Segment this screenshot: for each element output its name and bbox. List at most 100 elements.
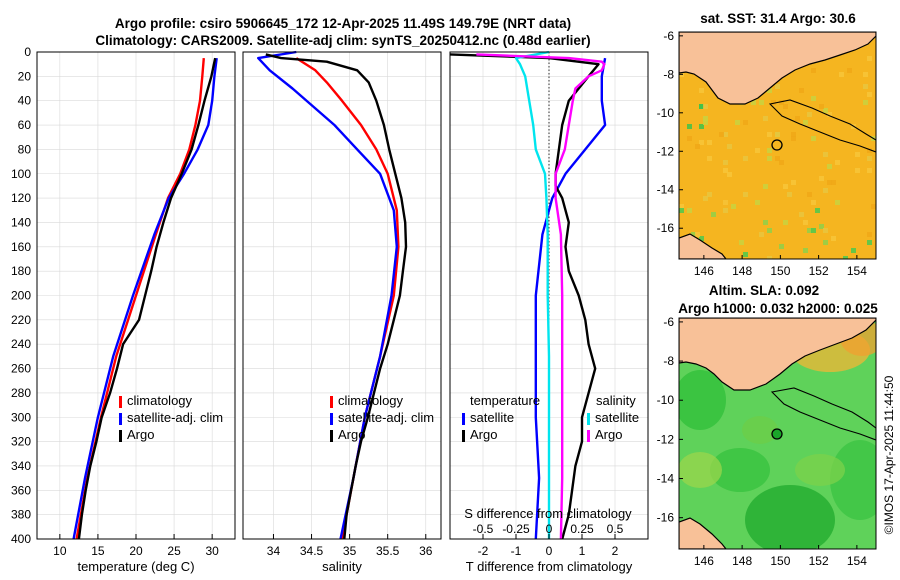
sst-pixel bbox=[779, 160, 784, 165]
depth-tick-label: 360 bbox=[11, 483, 31, 497]
sla-map-ytick-label: -8 bbox=[663, 354, 674, 368]
sst-pixel bbox=[855, 168, 860, 173]
depth-tick-label: 120 bbox=[11, 191, 31, 205]
sst-pixel bbox=[707, 192, 712, 197]
australia-coast bbox=[679, 517, 727, 549]
sst-pixel bbox=[779, 100, 784, 105]
sla-anomaly-blob bbox=[679, 370, 726, 430]
sst-pixel bbox=[811, 136, 816, 141]
float-position-marker bbox=[771, 428, 783, 440]
sst-pixel bbox=[835, 160, 840, 165]
sst-pixel bbox=[699, 88, 704, 93]
sst-map-ytick-label: -8 bbox=[663, 67, 674, 81]
temperature-legend: climatology satellite-adj. clim Argo bbox=[119, 393, 223, 442]
sst-pixel bbox=[727, 172, 732, 177]
sla-map-ytick-label: -16 bbox=[657, 511, 675, 525]
sst-map-xtick-label: 146 bbox=[694, 264, 714, 278]
sst-pixel bbox=[831, 236, 836, 241]
temperature-series-satellite-adj-clim bbox=[72, 57, 218, 540]
sst-pixel bbox=[723, 132, 728, 137]
sst-pixel bbox=[835, 200, 840, 205]
temperature-series-climatology bbox=[75, 58, 205, 540]
sst-pixel bbox=[711, 212, 716, 217]
sst-pixel bbox=[687, 124, 692, 129]
legend-climatology-swatch bbox=[119, 396, 122, 408]
new-guinea-landmass bbox=[679, 32, 876, 105]
sst-pixel bbox=[755, 148, 760, 153]
sst-pixel bbox=[791, 132, 796, 137]
salinity-difference-tick-label: -0.5 bbox=[473, 522, 494, 536]
difference-series-salinity-satellite bbox=[514, 50, 551, 539]
salinity-difference-ticks: -0.5 -0.25 0 0.25 0.5 bbox=[473, 522, 624, 536]
salinity-xlabel: salinity bbox=[322, 559, 362, 574]
temperature-x-ticks: 10 15 20 25 30 bbox=[53, 534, 219, 558]
difference-xtick-label: -1 bbox=[511, 544, 522, 558]
legend-argo-swatch bbox=[330, 430, 333, 442]
sst-pixel bbox=[807, 192, 812, 197]
salinity-xtick-label: 36 bbox=[419, 544, 433, 558]
sst-map-xtick-label: 152 bbox=[809, 264, 829, 278]
difference-xlabel: T difference from climatology bbox=[466, 559, 633, 574]
sst-pixel bbox=[767, 132, 772, 137]
sla-map-xtick-label: 152 bbox=[809, 554, 829, 568]
depth-tick-label: 0 bbox=[24, 45, 31, 59]
depth-tick-label: 160 bbox=[11, 240, 31, 254]
depth-tick-label: 200 bbox=[11, 289, 31, 303]
sst-pixel bbox=[827, 112, 832, 117]
sst-pixel bbox=[703, 116, 708, 121]
salinity-xtick-label: 34 bbox=[267, 544, 281, 558]
sst-pixel bbox=[795, 116, 800, 121]
depth-tick-label: 380 bbox=[11, 508, 31, 522]
sst-pixel bbox=[727, 144, 732, 149]
sla-map-xtick-label: 150 bbox=[770, 554, 790, 568]
difference-series-temperature-satellite bbox=[534, 57, 607, 540]
sst-pixel bbox=[759, 232, 764, 237]
depth-tick-label: 20 bbox=[18, 69, 32, 83]
salinity-xtick-label: 35 bbox=[343, 544, 357, 558]
depth-tick-label: 340 bbox=[11, 459, 31, 473]
legend-s-satellite-swatch bbox=[587, 413, 590, 425]
sst-pixel bbox=[723, 200, 728, 205]
legend-argo-swatch bbox=[119, 430, 122, 442]
sst-map-ytick-label: -10 bbox=[657, 106, 675, 120]
sst-pixel bbox=[687, 136, 692, 141]
sla-anomaly-blob bbox=[742, 416, 778, 444]
sst-pixel bbox=[779, 244, 784, 249]
sst-pixel bbox=[703, 120, 708, 125]
legend-t-argo-label: Argo bbox=[470, 427, 497, 442]
sst-map-xtick-label: 150 bbox=[770, 264, 790, 278]
salinity-series-satellite-adj-clim bbox=[257, 50, 398, 540]
legend-t-argo-swatch bbox=[462, 430, 465, 442]
sst-land bbox=[679, 32, 876, 259]
depth-tick-label: 260 bbox=[11, 362, 31, 376]
sst-pixel bbox=[831, 180, 836, 185]
sla-map-ytick-label: -14 bbox=[657, 472, 675, 486]
sst-pixel bbox=[735, 120, 740, 125]
difference-series-temperature-argo bbox=[449, 53, 600, 540]
australia-coast bbox=[679, 233, 727, 259]
sst-pixel bbox=[767, 156, 772, 161]
sst-pixel bbox=[803, 220, 808, 225]
legend-climatology-label: climatology bbox=[127, 393, 193, 408]
difference-series-salinity-argo bbox=[476, 53, 606, 540]
depth-tick-label: 320 bbox=[11, 435, 31, 449]
sst-pixel bbox=[867, 240, 872, 245]
difference-x-ticks: -2 -1 0 1 2 bbox=[478, 534, 619, 558]
sst-pixel bbox=[803, 248, 808, 253]
sst-pixel bbox=[851, 248, 856, 253]
legend-satellite-label: satellite-adj. clim bbox=[338, 410, 434, 425]
temperature-series bbox=[72, 57, 218, 540]
sst-pixel bbox=[699, 104, 704, 109]
sst-map-xtick-label: 148 bbox=[732, 264, 752, 278]
sst-map-ticks: 146 148 150 152 154 -6 -8 -10 -12 -14 -16 bbox=[657, 29, 868, 278]
sst-pixel bbox=[843, 256, 848, 259]
salinity-legend: climatology satellite-adj. clim Argo bbox=[330, 393, 434, 442]
depth-axis-ticks: 0 20 40 60 80 100 120 140 160 180 200 220 240 260 280 3… bbox=[11, 45, 31, 546]
sst-pixel bbox=[775, 156, 780, 161]
sla-map-ytick-label: -12 bbox=[657, 432, 675, 446]
sla-anomaly-blob bbox=[679, 452, 722, 488]
sst-pixel bbox=[703, 196, 708, 201]
difference-xtick-label: 1 bbox=[579, 544, 586, 558]
sst-pixel bbox=[699, 236, 704, 241]
sst-map-title: sat. SST: 31.4 Argo: 30.6 bbox=[700, 11, 856, 26]
